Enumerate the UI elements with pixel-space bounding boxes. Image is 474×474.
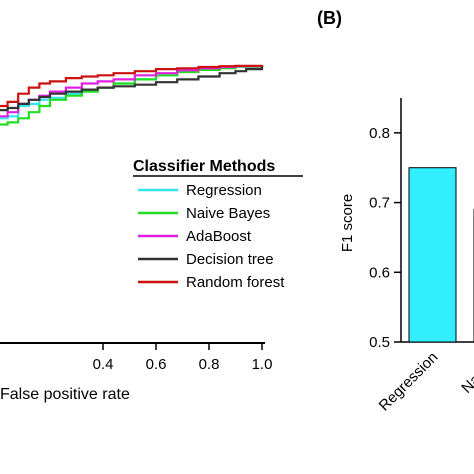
legend-items: Regression Naive Bayes AdaBoost Decision tr… (138, 182, 285, 291)
f1-y-ticks: 0.5 0.6 0.7 0.8 (369, 125, 401, 351)
roc-x-tick-label: 0.6 (146, 356, 167, 373)
f1-y-tick-label: 0.7 (369, 195, 390, 212)
panel-b-label: (B) (317, 8, 342, 28)
roc-x-tick-label: 1.0 (252, 356, 273, 373)
roc-x-tick-label: 0.4 (93, 356, 114, 373)
f1-panel: (B) 0.5 0.6 0.7 0.8 Regression Naive b F1 sc… (317, 8, 474, 414)
roc-panel: 0.4 0.6 0.8 1.0 False positive rate Classif… (0, 64, 303, 403)
roc-curve-decision-tree (0, 65, 264, 112)
f1-bars (408, 167, 474, 343)
f1-bar-regression (408, 167, 457, 343)
f1-y-tick-label: 0.6 (369, 264, 390, 281)
f1-y-axis-label: F1 score (339, 194, 356, 252)
legend-label-decision-tree: Decision tree (186, 251, 274, 268)
roc-curve-random-forest (0, 64, 264, 108)
f1-x-tick-label: Naive b (458, 349, 474, 397)
f1-y-tick-label: 0.8 (369, 125, 390, 142)
roc-x-tick-label: 0.8 (199, 356, 220, 373)
roc-curves (0, 64, 264, 126)
roc-x-ticks: 0.4 0.6 0.8 1.0 (93, 343, 273, 373)
legend-label-regression: Regression (186, 182, 262, 199)
f1-x-tick-label: Regression (376, 349, 442, 415)
legend-title: Classifier Methods (133, 158, 275, 175)
f1-x-tick-labels: Regression Naive b (376, 349, 474, 415)
legend-label-random-forest: Random forest (186, 274, 285, 291)
legend-label-adaboost: AdaBoost (186, 228, 252, 245)
legend-label-naive-bayes: Naive Bayes (186, 205, 270, 222)
roc-x-axis-label: False positive rate (0, 386, 130, 403)
f1-y-tick-label: 0.5 (369, 334, 390, 351)
legend: Classifier Methods Regression Naive Bayes… (133, 158, 303, 291)
